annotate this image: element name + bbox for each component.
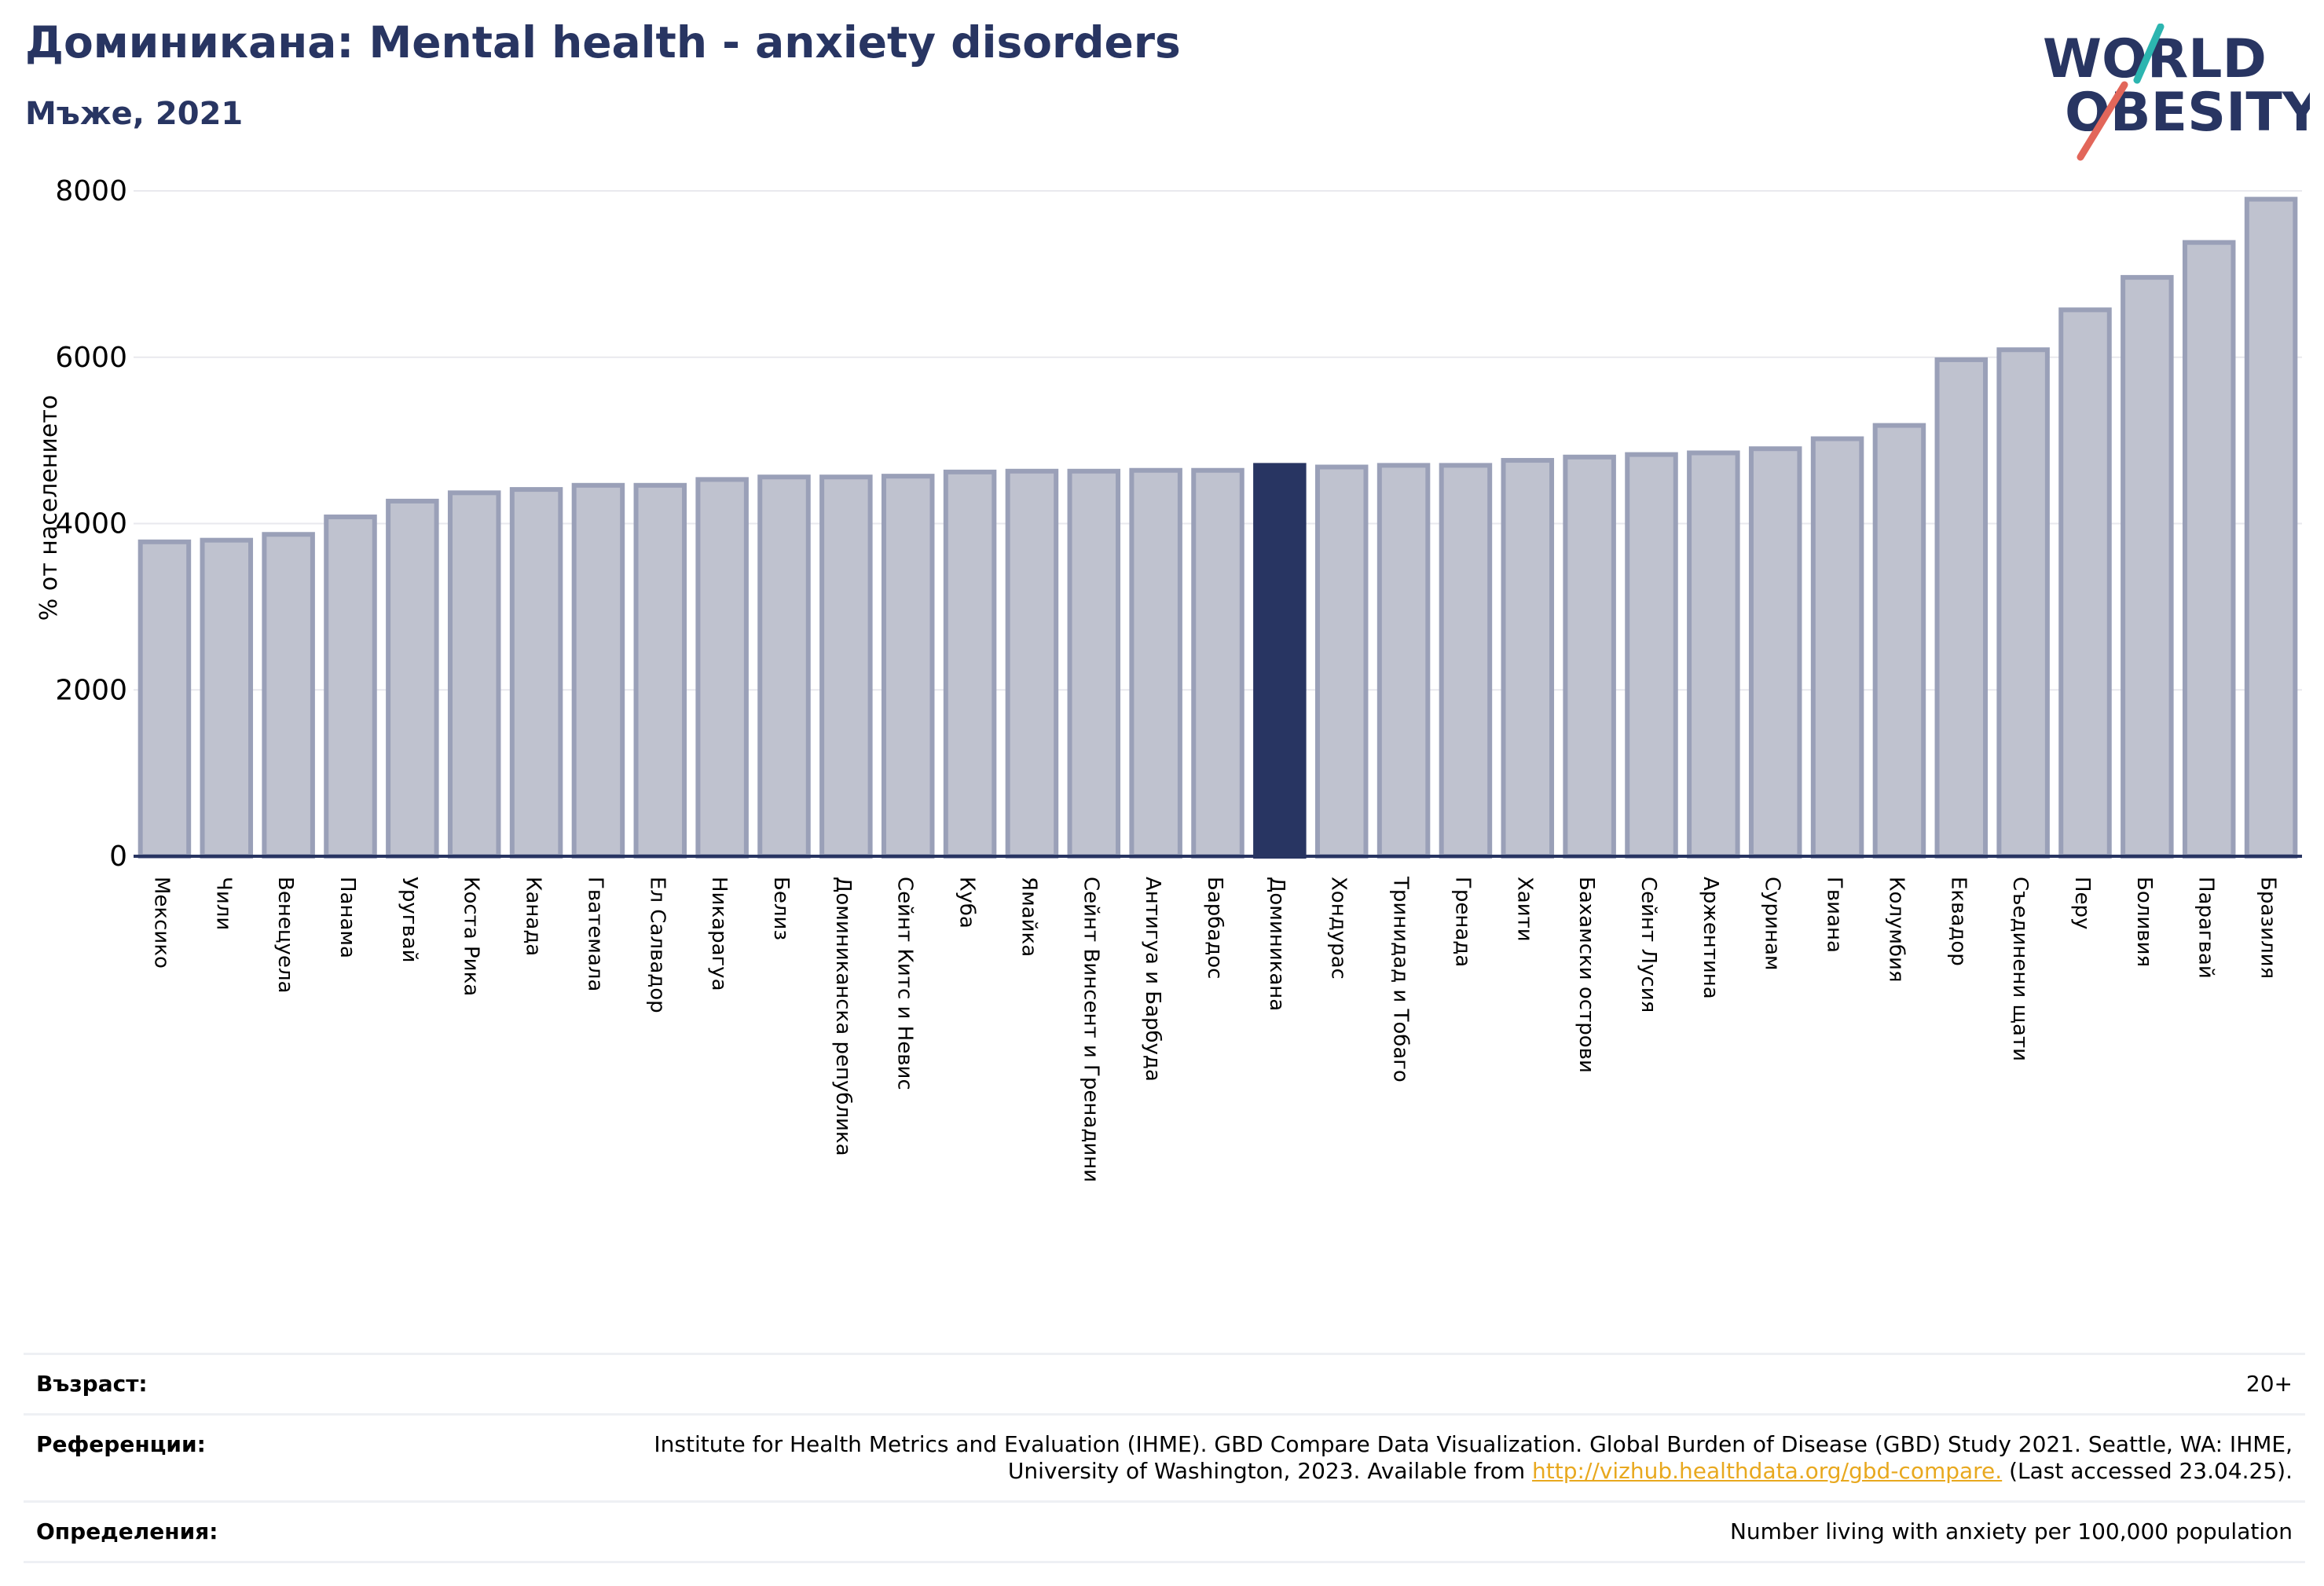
x-tick-label: Барбадос (1203, 877, 1226, 979)
x-tick-label: Уругвай (398, 877, 421, 963)
bar (324, 515, 377, 859)
bar (1501, 458, 1555, 859)
x-tick-label: Гренада (1450, 877, 1474, 967)
bar (1191, 467, 1244, 859)
bar (2121, 275, 2174, 859)
x-tick-label: Доминиканска република (831, 877, 855, 1156)
bar (386, 498, 439, 859)
x-tick-label: Парагвай (2194, 877, 2218, 979)
bar-chart: 0 2000 4000 6000 8000 Мексико Чили Венецуела Па… (35, 175, 2302, 1182)
bar (1625, 452, 1678, 859)
bar (262, 532, 315, 859)
bar (1934, 357, 1989, 859)
x-tick-label: Бахамски острови (1574, 877, 1598, 1073)
x-tick-label: Белиз (769, 877, 793, 940)
x-tick-label: Гвиана (1823, 877, 1846, 953)
y-tick-label: 4000 (55, 508, 127, 540)
bar (633, 482, 687, 859)
x-tick-label: Перу (2070, 877, 2094, 929)
bar (2182, 240, 2236, 859)
chart-subtitle: Мъже, 2021 (25, 96, 244, 132)
x-tick-label: Ямайка (1017, 877, 1040, 957)
x-tick-label: Суринам (1761, 877, 1784, 971)
bar (1748, 446, 1802, 859)
y-axis-label: % от населението (35, 395, 63, 621)
logo-slash-teal (2133, 24, 2165, 84)
x-tick-label: Никарагуа (707, 877, 731, 991)
x-tick-label: Антигуа и Барбуда (1141, 877, 1164, 1082)
x-tick-label: Гватемала (583, 877, 607, 991)
x-tick-label: Ел Салвадор (645, 877, 669, 1013)
bar (1067, 468, 1121, 859)
x-tick-label: Доминикана (1265, 877, 1288, 1011)
x-tick-label: Боливия (2132, 877, 2156, 967)
age-label: Възраст: (36, 1371, 148, 1397)
x-tick-label: Венецуела (273, 877, 297, 993)
x-tick-label: Сейнт Китс и Невис (893, 877, 917, 1090)
bar (1314, 464, 1369, 859)
y-tick-label: 0 (109, 841, 127, 873)
y-axis-ticks: 0 2000 4000 6000 8000 (55, 175, 127, 873)
logo-slash-red (2077, 81, 2128, 161)
age-value: 20+ (2245, 1371, 2293, 1397)
definitions-value: Number living with anxiety per 100,000 p… (1729, 1518, 2293, 1544)
world-obesity-logo: WORLD OBESITY (2043, 24, 2310, 161)
references-label: Референции: (36, 1431, 206, 1457)
bar (943, 469, 997, 859)
y-tick-label: 6000 (55, 342, 127, 374)
bar (200, 537, 254, 859)
info-row-references: Референции: Institute for Health Metrics… (24, 1413, 2305, 1500)
x-axis-labels: Мексико Чили Венецуела Панама Уругвай Коста Р… (149, 876, 2279, 1182)
bar (1005, 468, 1059, 859)
definitions-label: Определения: (36, 1518, 218, 1544)
bar (757, 474, 811, 859)
x-tick-label: Аржентина (1699, 877, 1722, 999)
bar (1129, 467, 1182, 859)
references-suffix: (Last accessed 23.04.25). (2002, 1458, 2293, 1484)
info-table: Възраст: 20+ Референции: Institute for H… (24, 1353, 2305, 1563)
bar (447, 490, 501, 859)
references-value: Institute for Health Metrics and Evaluat… (580, 1431, 2293, 1485)
x-tick-label: Сейнт Лусия (1637, 877, 1660, 1013)
bars-layer (137, 196, 2298, 859)
info-row-definitions: Определения: Number living with anxiety … (24, 1500, 2305, 1563)
bar (2244, 196, 2298, 859)
bar (1439, 463, 1493, 859)
bar (1810, 436, 1864, 859)
bar (1687, 450, 1740, 859)
bar (1996, 347, 2050, 859)
references-link[interactable]: http://vizhub.healthdata.org/gbd-compare… (1532, 1458, 2003, 1484)
bar (1376, 463, 1431, 859)
x-tick-label: Еквадор (1946, 877, 1970, 966)
bar (819, 474, 873, 859)
y-tick-label: 8000 (55, 175, 127, 207)
x-tick-label: Мексико (149, 877, 173, 969)
bar (2058, 307, 2112, 859)
x-tick-label: Панама (335, 877, 359, 958)
bar (137, 539, 192, 859)
x-tick-label: Хондурас (1327, 877, 1351, 980)
bar (1563, 454, 1616, 859)
x-tick-label: Канада (522, 877, 545, 956)
bar (695, 477, 749, 859)
bar (571, 482, 625, 859)
references-text: Institute for Health Metrics and Evaluat… (654, 1431, 2293, 1484)
bar (881, 474, 935, 859)
bar (1872, 423, 1926, 859)
x-tick-label: Сейнт Винсент и Гренадини (1079, 877, 1102, 1182)
y-tick-label: 2000 (55, 674, 127, 706)
bar (509, 487, 563, 859)
info-row-age: Възраст: 20+ (24, 1353, 2305, 1413)
x-tick-label: Бразилия (2256, 877, 2280, 979)
x-tick-label: Хаити (1512, 877, 1536, 942)
x-tick-label: Тринидад и Тобаго (1389, 876, 1413, 1082)
x-tick-label: Колумбия (1884, 877, 1908, 983)
bar-highlighted (1253, 463, 1307, 859)
x-tick-label: Коста Рика (460, 877, 483, 996)
x-tick-label: Куба (955, 877, 979, 929)
chart-title: Доминикана: Mental health - anxiety diso… (25, 17, 1181, 68)
x-tick-label: Чили (211, 877, 235, 930)
x-tick-label: Съединени щати (2008, 877, 2032, 1061)
